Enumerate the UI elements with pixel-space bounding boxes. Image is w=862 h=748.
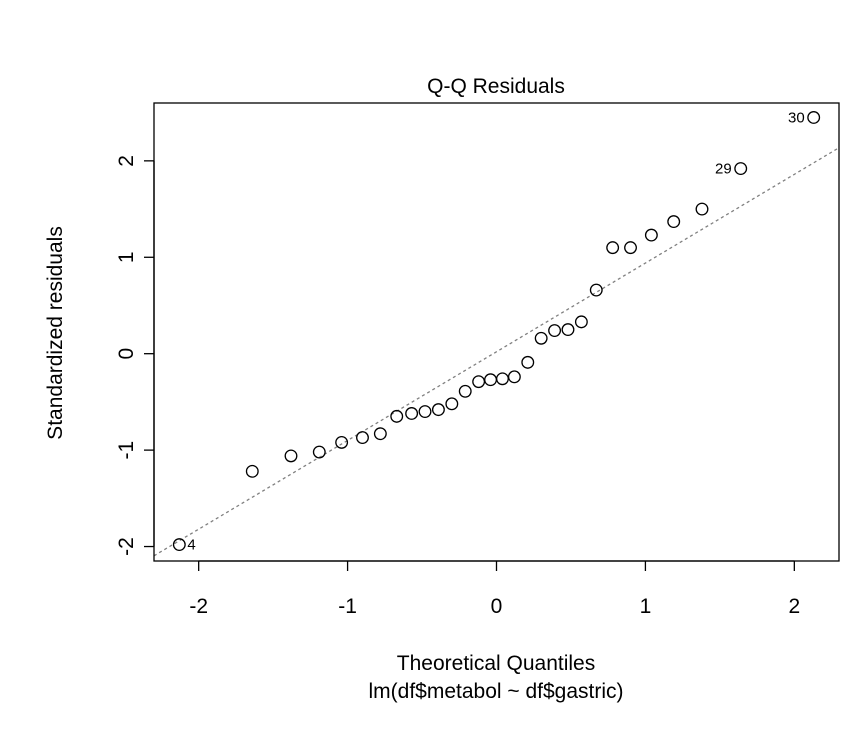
- data-point: [284, 449, 298, 463]
- data-point: [734, 162, 748, 176]
- data-point: [431, 403, 445, 417]
- data-point: [667, 215, 681, 229]
- data-point: [589, 283, 603, 297]
- chart-title: Q-Q Residuals: [427, 75, 565, 98]
- data-point: [418, 405, 432, 418]
- data-point: [606, 241, 620, 255]
- y-tick-label: -1: [115, 441, 138, 460]
- x-tick-label: -2: [189, 595, 208, 618]
- reference-line-layer: [153, 147, 840, 557]
- data-point: [245, 464, 259, 478]
- x-tick-label: -1: [338, 595, 357, 618]
- data-point: [172, 538, 186, 552]
- data-point: [624, 241, 637, 255]
- data-point: [548, 324, 562, 338]
- point-label: 29: [715, 161, 732, 178]
- data-point: [373, 427, 387, 441]
- data-point: [445, 397, 459, 411]
- point-labels-layer: 4 29 30: [187, 109, 804, 553]
- x-tick-label: 0: [491, 595, 503, 618]
- point-label: 30: [788, 109, 805, 126]
- y-tick-label: 1: [115, 251, 138, 263]
- data-point: [356, 431, 369, 445]
- data-point: [574, 315, 588, 329]
- plot-frame: [153, 102, 840, 562]
- y-tick-label: 2: [115, 155, 138, 167]
- point-label: 4: [187, 537, 195, 554]
- y-tick-label: -2: [115, 537, 138, 556]
- data-point: [405, 407, 419, 420]
- data-point: [507, 370, 521, 384]
- data-point: [458, 384, 472, 398]
- x-axis-label: Theoretical Quantiles: [397, 652, 595, 675]
- data-point: [312, 445, 326, 459]
- data-point: [390, 409, 404, 423]
- data-point: [335, 435, 349, 449]
- data-point: [695, 202, 709, 216]
- data-point: [561, 323, 575, 337]
- x-tick-label: 1: [640, 595, 652, 618]
- x-tick-label: 2: [788, 595, 800, 618]
- y-axis-label: Standardized residuals: [44, 226, 67, 440]
- data-point: [644, 228, 658, 242]
- points-layer: [172, 111, 821, 552]
- qq-reference-line: [153, 147, 840, 557]
- chart-subtitle: lm(df$metabol ~ df$gastric): [368, 680, 623, 703]
- y-tick-label: 0: [115, 348, 138, 360]
- data-point: [534, 331, 548, 345]
- data-point: [521, 355, 535, 369]
- data-point: [807, 111, 821, 124]
